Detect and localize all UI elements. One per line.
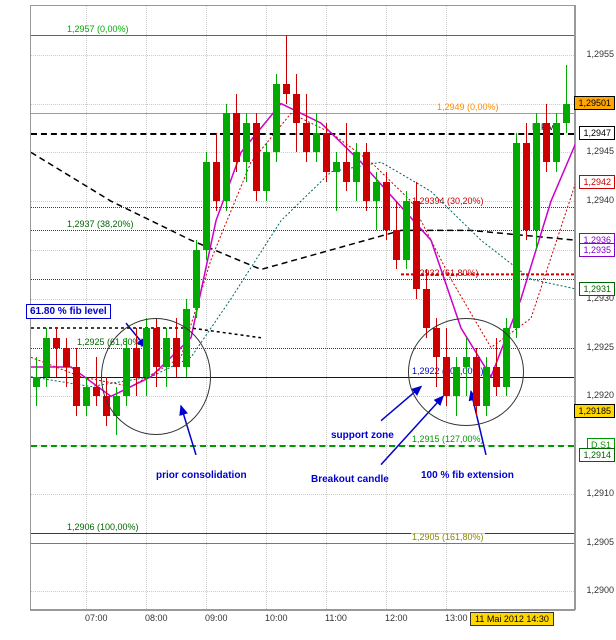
x-tick-label: 13:00 bbox=[445, 613, 468, 623]
annotation-text: prior consolidation bbox=[156, 470, 247, 481]
y-tick-label: 1,2920 bbox=[586, 390, 614, 400]
y-price-box: 1,2914 bbox=[579, 448, 615, 462]
fib-level-line bbox=[31, 35, 574, 36]
y-tick-label: 1,2945 bbox=[586, 146, 614, 156]
annotation-text: support zone bbox=[331, 430, 394, 441]
fib-level-line bbox=[31, 543, 574, 544]
y-price-box: 1,29501 bbox=[574, 96, 615, 110]
x-tick-label: 12:00 bbox=[385, 613, 408, 623]
fib-level-label: 1,2906 (100,00%) bbox=[66, 522, 140, 532]
ma-black-dashed bbox=[31, 152, 576, 269]
y-tick-label: 1,2900 bbox=[586, 585, 614, 595]
fib-level-label: 1,2915 (127,00%) bbox=[411, 434, 485, 444]
fib-level-line bbox=[31, 279, 574, 280]
fib-level-line bbox=[31, 207, 574, 208]
y-tick-label: 1,2955 bbox=[586, 49, 614, 59]
annotation-text: 100 % fib extension bbox=[421, 470, 514, 481]
y-price-box: 1,2935 bbox=[579, 243, 615, 257]
x-date-highlight: 11 Mai 2012 14:30 bbox=[470, 612, 554, 626]
fib-level-line bbox=[31, 533, 574, 534]
x-tick-label: 11:00 bbox=[325, 613, 347, 623]
fib-level-line bbox=[31, 113, 574, 114]
annotation-text: Breakout candle bbox=[311, 474, 389, 485]
y-tick-label: 1,2940 bbox=[586, 195, 614, 205]
annotation-ellipse bbox=[101, 318, 211, 435]
y-price-box: 1,2931 bbox=[579, 282, 615, 296]
fib-level-label: 1,2937 (38,20%) bbox=[66, 219, 135, 229]
fib-level-label: 1,2905 (161,80%) bbox=[411, 532, 485, 542]
x-tick-label: 09:00 bbox=[205, 613, 228, 623]
y-price-box: 1,29185 bbox=[574, 404, 615, 418]
annotation-text: 61.80 % fib level bbox=[26, 304, 111, 319]
annotation-ellipse bbox=[408, 318, 524, 425]
x-tick-label: 08:00 bbox=[145, 613, 168, 623]
fib-level-line bbox=[31, 230, 574, 231]
overlay-lines bbox=[31, 6, 576, 611]
y-tick-label: 1,2910 bbox=[586, 488, 614, 498]
fib-level-label: 1,2957 (0,00%) bbox=[66, 24, 130, 34]
y-tick-label: 1,2905 bbox=[586, 537, 614, 547]
fib-level-line bbox=[31, 445, 574, 447]
x-tick-label: 07:00 bbox=[85, 613, 108, 623]
y-tick-label: 1,2925 bbox=[586, 342, 614, 352]
y-price-box: 1,2942 bbox=[579, 175, 615, 189]
x-axis: 07:00 08:00 09:00 10:00 11:00 12:00 13:0011 Ma… bbox=[30, 610, 575, 640]
chart-plot-area[interactable]: 1,2957 (0,00%)1,2949 (0,00%)D.Piv1,29394… bbox=[30, 5, 575, 610]
y-price-box: 1,2947 bbox=[579, 126, 615, 140]
fib-level-label: 1,29394 (30,20%) bbox=[411, 196, 485, 206]
fib-level-label: 1,2932 (61,80%) bbox=[411, 268, 480, 278]
x-tick-label: 10:00 bbox=[265, 613, 288, 623]
fib-level-label: 1,2949 (0,00%) bbox=[436, 102, 500, 112]
